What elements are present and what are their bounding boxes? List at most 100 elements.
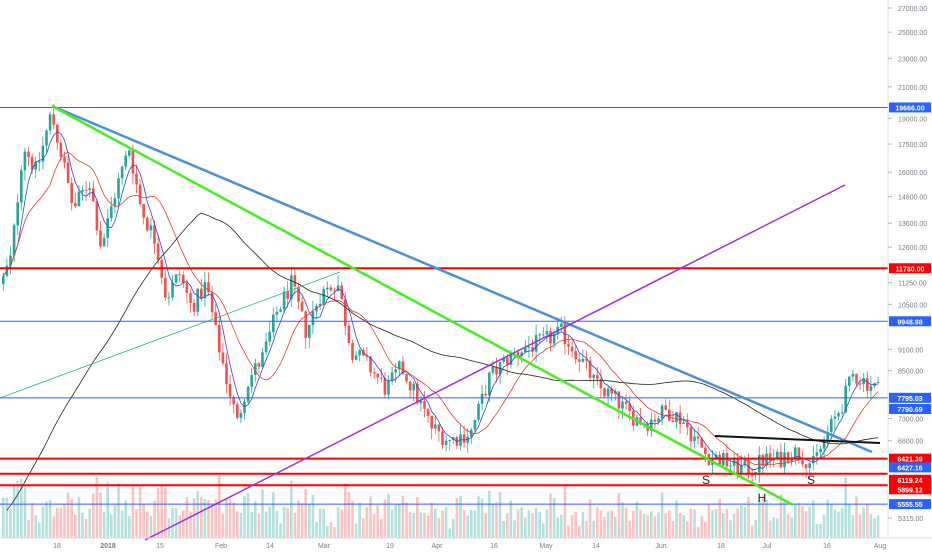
price-tick-label: 13600.00 — [898, 221, 927, 228]
volume-bar — [333, 527, 336, 538]
candle-body — [189, 293, 192, 303]
volume-bar — [156, 487, 160, 538]
candle-body — [819, 448, 822, 453]
candle-body — [736, 457, 739, 475]
volume-bar — [300, 503, 304, 538]
volume-bar — [239, 512, 243, 538]
volume-bar — [5, 497, 9, 538]
candle-body — [390, 372, 394, 381]
volume-bar — [45, 501, 48, 538]
volume-bar — [826, 499, 829, 538]
volume-bar — [70, 498, 73, 538]
volume-bar — [686, 521, 689, 538]
candle-body — [383, 378, 387, 395]
volume-bar — [347, 491, 351, 538]
teal-trend-line — [0, 271, 341, 399]
volume-bar — [171, 507, 174, 538]
candle-body — [99, 230, 102, 247]
volume-bar — [437, 517, 441, 538]
price-tag — [889, 263, 931, 274]
volume-bar — [56, 507, 59, 538]
candle-body — [110, 206, 113, 219]
candle-body — [84, 189, 88, 191]
time-tick-label: Mar — [318, 543, 331, 550]
volume-bar — [41, 506, 45, 538]
candle-body — [326, 287, 329, 290]
candle-body — [495, 367, 498, 375]
candle-body — [48, 114, 52, 131]
volume-bar — [351, 500, 354, 538]
volume-bar — [462, 509, 466, 538]
volume-bar — [614, 516, 617, 538]
candle-body — [192, 302, 196, 312]
volume-bar — [344, 483, 347, 538]
volume-bar — [434, 508, 437, 538]
volume-bar — [765, 499, 768, 538]
volume-bar — [866, 504, 869, 538]
candle-body — [225, 363, 228, 385]
candle-body — [718, 454, 721, 466]
volume-bar — [830, 504, 833, 538]
volume-bar — [768, 520, 772, 538]
candle-body — [437, 424, 441, 432]
volume-bar — [632, 510, 635, 538]
volume-bar — [272, 492, 275, 538]
volume-bar — [675, 500, 678, 538]
volume-bar — [534, 508, 538, 538]
time-tick-label: 15 — [156, 543, 164, 550]
candle-body — [740, 464, 743, 475]
candle-body — [164, 277, 167, 298]
volume-bar — [693, 509, 696, 538]
candle-body — [243, 401, 246, 413]
price-tick-label: 14800.00 — [898, 195, 927, 202]
candle-body — [117, 178, 120, 199]
price-tag — [889, 102, 931, 113]
candle-body — [848, 376, 851, 386]
candle-body — [444, 440, 448, 446]
price-tag-label: 19666.00 — [895, 105, 924, 112]
price-tag-label: 6427.16 — [897, 465, 922, 472]
candle-body — [52, 114, 55, 125]
volume-bar — [200, 497, 203, 538]
candle-body — [70, 183, 73, 204]
volume-bar — [682, 515, 685, 538]
time-axis[interactable]: 18 2018 15 Feb 14 Mar 19 Apr 16 May 14 Jun 18 Jul 16 Au… — [0, 537, 932, 550]
volume-bar — [704, 521, 707, 538]
candle-body — [171, 282, 174, 298]
volume-bar — [376, 505, 379, 538]
price-axis[interactable]: 27000.00 25000.00 23000.00 21000.00 19000.00… — [887, 0, 931, 538]
price-tick-label: 27000.00 — [898, 6, 927, 13]
volume-bar — [570, 515, 574, 538]
candle-body — [77, 191, 81, 207]
volume-bar — [182, 510, 185, 538]
price-tag-label: 7790.69 — [897, 407, 922, 414]
candle-body — [261, 352, 264, 367]
candle-body — [768, 453, 772, 461]
price-tick-label: 16000.00 — [898, 170, 927, 177]
candle-body — [290, 275, 293, 299]
candle-body — [423, 400, 426, 409]
volume-bars — [2, 475, 880, 538]
candle-body — [430, 415, 433, 429]
volume-bar — [578, 525, 581, 538]
candle-body — [588, 360, 592, 378]
candle-body — [794, 447, 797, 458]
candle-body — [434, 424, 437, 429]
volume-bar — [603, 516, 606, 538]
time-tick-label: 18 — [53, 543, 61, 550]
volume-bar — [383, 499, 387, 538]
volume-bar — [786, 514, 790, 538]
volume-bar — [66, 492, 70, 538]
candle-body — [329, 287, 333, 291]
pattern-label-s: S — [702, 473, 710, 487]
candle-body — [747, 459, 750, 475]
candle-body — [250, 374, 253, 387]
volume-bar — [95, 476, 99, 538]
volume-bar — [747, 496, 750, 538]
volume-bar — [329, 522, 333, 538]
volume-bar — [664, 513, 667, 538]
candle-body — [95, 201, 99, 231]
candle-body — [696, 436, 700, 439]
